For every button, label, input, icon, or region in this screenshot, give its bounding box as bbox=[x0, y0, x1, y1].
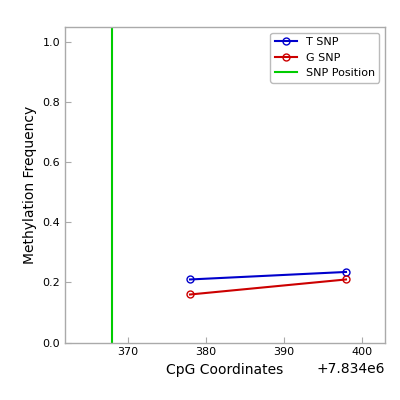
X-axis label: CpG Coordinates: CpG Coordinates bbox=[166, 363, 284, 377]
Line: G SNP: G SNP bbox=[186, 276, 350, 298]
T SNP bbox=[344, 270, 348, 274]
Line: T SNP: T SNP bbox=[186, 268, 350, 283]
G SNP bbox=[188, 292, 192, 297]
Y-axis label: Methylation Frequency: Methylation Frequency bbox=[23, 106, 37, 264]
G SNP bbox=[344, 277, 348, 282]
T SNP bbox=[188, 277, 192, 282]
Legend: T SNP, G SNP, SNP Position: T SNP, G SNP, SNP Position bbox=[270, 32, 380, 82]
